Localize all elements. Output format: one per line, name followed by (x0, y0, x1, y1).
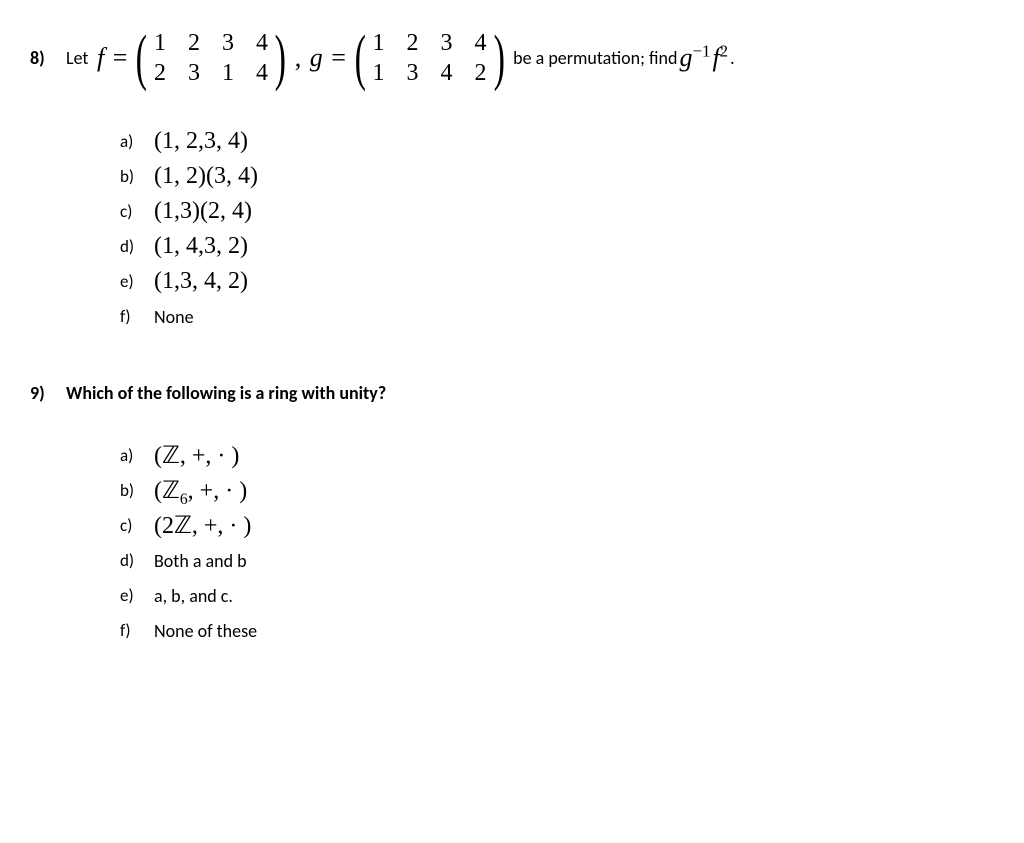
q8-options: a) (1, 2,3, 4) b) (1, 2)(3, 4) c) (1,3)(… (120, 124, 994, 334)
matrix-cell: 1 (222, 58, 234, 88)
option-letter: d) (120, 550, 154, 571)
q8-expr-f: f (710, 43, 719, 72)
q9-option-d: d) Both a and b (120, 543, 994, 578)
q9-stem-text: Which of the following is a ring with un… (66, 382, 386, 404)
option-sub: 6 (180, 491, 188, 508)
q9-stem-row: 9) Which of the following is a ring with… (30, 382, 994, 404)
q9-option-e: e) a, b, and c. (120, 578, 994, 613)
q8-g-matrix: ( 1 2 3 4 1 3 4 2 ) (350, 28, 509, 88)
q8-option-f: f) None (120, 299, 994, 334)
lparen-icon: ( (355, 31, 366, 85)
q8-g-matrix-body: 1 2 3 4 1 3 4 2 (371, 28, 489, 88)
option-text: Both a and b (154, 550, 247, 572)
option-post: , +, · ) (188, 478, 248, 504)
option-text: (1, 2,3, 4) (154, 128, 248, 155)
rparen-icon: ) (493, 31, 504, 85)
option-text: None (154, 306, 194, 328)
q9-option-a: a) (ℤ, +, · ) (120, 438, 994, 473)
q8-g: g (301, 43, 331, 73)
q8-tail: be a permutation; find (513, 47, 677, 69)
q8-period: . (730, 47, 735, 69)
q8-eq1: = (113, 43, 128, 73)
matrix-row: 1 2 3 4 (373, 28, 487, 58)
matrix-cell: 1 (373, 28, 385, 58)
question-9: 9) Which of the following is a ring with… (30, 382, 994, 648)
q8-option-b: b) (1, 2)(3, 4) (120, 159, 994, 194)
option-text: (ℤ, +, · ) (154, 441, 239, 470)
option-text: (1,3, 4, 2) (154, 268, 248, 295)
matrix-cell: 2 (154, 58, 166, 88)
option-letter: b) (120, 166, 154, 187)
q8-option-e: e) (1,3, 4, 2) (120, 264, 994, 299)
q8-stem: 8) Let f = ( 1 2 3 4 2 3 1 (30, 28, 994, 88)
option-post: , +, · ) (192, 513, 252, 539)
option-pre: ( (154, 478, 162, 504)
option-letter: e) (120, 585, 154, 606)
z-symbol: ℤ (162, 478, 180, 504)
matrix-cell: 4 (256, 58, 268, 88)
option-text: None of these (154, 620, 257, 642)
q8-option-a: a) (1, 2,3, 4) (120, 124, 994, 159)
matrix-cell: 1 (373, 58, 385, 88)
lparen-icon: ( (136, 31, 147, 85)
matrix-row: 1 3 4 2 (373, 58, 487, 88)
q9-option-c: c) (2ℤ, +, · ) (120, 508, 994, 543)
q9-options: a) (ℤ, +, · ) b) (ℤ6, +, · ) c) (2ℤ, +, … (120, 438, 994, 648)
matrix-cell: 3 (188, 58, 200, 88)
matrix-cell: 3 (441, 28, 453, 58)
matrix-cell: 3 (407, 58, 419, 88)
option-letter: b) (120, 480, 154, 501)
option-text: (1, 2)(3, 4) (154, 163, 258, 190)
q9-number: 9) (30, 382, 66, 404)
option-text: (1, 4,3, 2) (154, 233, 248, 260)
q8-expr-sup1: −1 (692, 41, 710, 60)
question-8: 8) Let f = ( 1 2 3 4 2 3 1 (30, 28, 994, 334)
matrix-row: 2 3 1 4 (154, 58, 268, 88)
z-symbol: ℤ (162, 443, 180, 469)
option-letter: d) (120, 236, 154, 257)
matrix-cell: 1 (154, 28, 166, 58)
option-letter: f) (120, 620, 154, 641)
q9-option-b: b) (ℤ6, +, · ) (120, 473, 994, 508)
option-text: a, b, and c. (154, 585, 233, 607)
option-letter: a) (120, 131, 154, 152)
matrix-cell: 2 (188, 28, 200, 58)
page: 8) Let f = ( 1 2 3 4 2 3 1 (0, 0, 1024, 648)
option-letter: f) (120, 306, 154, 327)
q8-let: Let (66, 47, 88, 69)
matrix-cell: 3 (222, 28, 234, 58)
option-letter: e) (120, 271, 154, 292)
option-pre: (2 (154, 513, 174, 539)
q8-f: f (88, 43, 112, 73)
matrix-cell: 2 (407, 28, 419, 58)
q8-expr: g−1f2 (677, 43, 730, 73)
option-text: (2ℤ, +, · ) (154, 511, 251, 540)
q8-option-c: c) (1,3)(2, 4) (120, 194, 994, 229)
option-letter: a) (120, 445, 154, 466)
option-letter: c) (120, 201, 154, 222)
matrix-row: 1 2 3 4 (154, 28, 268, 58)
option-letter: c) (120, 515, 154, 536)
matrix-cell: 4 (475, 28, 487, 58)
option-text: (ℤ6, +, · ) (154, 476, 247, 505)
matrix-cell: 4 (256, 28, 268, 58)
option-pre: ( (154, 443, 162, 469)
q8-expr-sup2: 2 (720, 41, 728, 60)
q8-f-matrix-body: 1 2 3 4 2 3 1 4 (152, 28, 270, 88)
q8-expr-g: g (679, 43, 692, 72)
q8-eq2: = (331, 43, 346, 73)
z-symbol: ℤ (174, 513, 192, 539)
q8-option-d: d) (1, 4,3, 2) (120, 229, 994, 264)
matrix-cell: 2 (475, 58, 487, 88)
option-post: , +, · ) (180, 443, 240, 469)
matrix-cell: 4 (441, 58, 453, 88)
q8-f-matrix: ( 1 2 3 4 2 3 1 4 ) (131, 28, 290, 88)
q9-option-f: f) None of these (120, 613, 994, 648)
q8-number: 8) (30, 47, 66, 69)
option-text: (1,3)(2, 4) (154, 198, 252, 225)
rparen-icon: ) (275, 31, 286, 85)
